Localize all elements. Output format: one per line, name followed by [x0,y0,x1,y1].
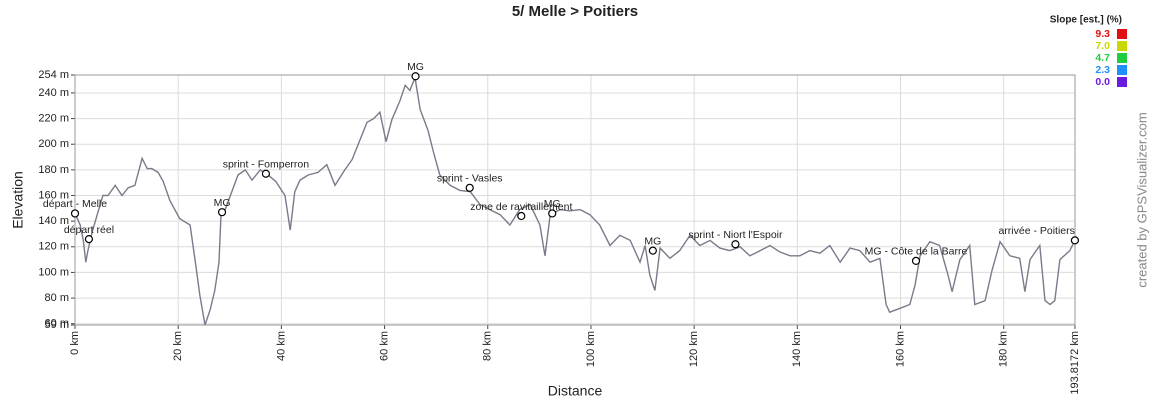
waypoint [84,235,94,244]
legend-label: 2.3 [1095,64,1110,76]
y-axis-title: Elevation [10,171,26,229]
x-tick-label: 160 km [894,331,906,367]
waypoint [911,256,921,265]
waypoint [517,211,526,221]
waypoint-label: MG - Côte de la Barre [865,246,968,258]
y-tick-label: 160 m [38,189,69,201]
waypoint-label: zone de ravitaillement [470,201,572,213]
waypoint-label: sprint - Vasles [437,173,503,185]
x-tick-label: 80 km [482,331,494,361]
x-tick-label: 20 km [172,331,184,361]
waypoint-label: MG [544,198,561,210]
x-tick-label: 180 km [998,331,1010,367]
legend-swatch [1117,41,1127,51]
y-tick-label: 140 m [38,215,69,227]
waypoint [465,183,474,192]
legend-title: Slope [est.] (%) [1050,15,1122,26]
legend-label: 9.3 [1095,28,1110,40]
waypoint [1070,236,1080,245]
y-tick-label: 220 m [38,112,69,124]
x-tick-label: 120 km [688,331,700,367]
y-tick-label: 240 m [38,87,69,99]
y-tick-label: 200 m [38,138,69,150]
waypoint-label: sprint - Niort l'Espoir [688,229,783,241]
waypoint-label: MG [214,197,231,209]
y-tick-label: 120 m [38,241,69,253]
waypoint [648,246,657,255]
waypoint [548,209,557,218]
x-tick-label: 40 km [275,331,287,361]
waypoint [70,209,80,218]
y-tick-label: 100 m [38,266,69,278]
legend-swatch [1117,53,1127,63]
legend-swatch [1117,29,1127,39]
waypoint [261,169,271,178]
x-tick-label: 193.8172 km [1069,331,1081,395]
legend-label: 7.0 [1095,40,1110,52]
x-tick-label: 0 km [69,331,81,355]
waypoint-label: MG [644,235,661,247]
waypoint-label: MG [407,61,424,73]
waypoint-label: départ - Melle [43,198,107,210]
waypoint [217,208,227,217]
elevation-line [74,74,1076,326]
chart-title: 5/ Melle > Poitiers [512,3,638,20]
credit: created by GPSVisualizer.com [1134,112,1149,287]
y-tick-label: 254 m [38,69,69,81]
x-tick-label: 60 km [378,331,390,361]
y-tick-label: 60 m [45,318,69,330]
waypoint-label: départ réel [64,224,114,236]
waypoint-label: sprint - Fomperron [223,158,310,170]
y-tick-label: 59 m [45,319,69,331]
legend-swatch [1117,77,1127,87]
x-axis-title: Distance [548,383,603,399]
y-tick-label: 180 m [38,164,69,176]
legend-swatch [1117,65,1127,75]
waypoint [411,72,420,81]
legend-label: 0.0 [1095,76,1110,88]
x-tick-label: 140 km [791,331,803,367]
waypoint-label: arrivée - Poitiers [998,225,1074,237]
waypoint [731,240,740,249]
x-tick-label: 100 km [585,331,597,367]
plot-frame [74,74,1076,326]
legend-label: 4.7 [1095,52,1110,64]
y-tick-label: 80 m [45,292,69,304]
